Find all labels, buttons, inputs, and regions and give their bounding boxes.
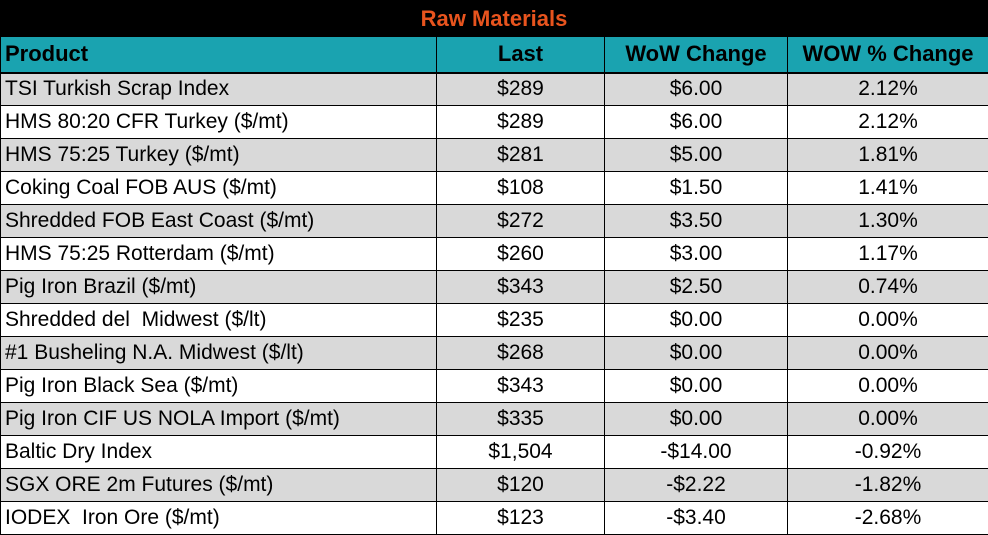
table-title: Raw Materials xyxy=(0,0,988,36)
cell-wow-pct-change: 0.74% xyxy=(787,270,988,304)
cell-wow-change: -$14.00 xyxy=(604,435,788,469)
cell-product: IODEX Iron Ore ($/mt) xyxy=(0,501,437,535)
header-last: Last xyxy=(436,36,605,74)
table-row: Shredded del Midwest ($/lt) $235 $0.00 0… xyxy=(0,303,988,337)
cell-wow-change: $0.00 xyxy=(604,402,788,436)
table-row: HMS 75:25 Rotterdam ($/mt) $260 $3.00 1.… xyxy=(0,237,988,271)
cell-last: $335 xyxy=(436,402,605,436)
cell-product: HMS 75:25 Turkey ($/mt) xyxy=(0,138,437,172)
header-row: Product Last WoW Change WOW % Change xyxy=(0,36,988,74)
cell-wow-change: $0.00 xyxy=(604,369,788,403)
cell-wow-change: $3.50 xyxy=(604,204,788,238)
cell-wow-change: $5.00 xyxy=(604,138,788,172)
cell-wow-pct-change: 2.12% xyxy=(787,105,988,139)
cell-last: $1,504 xyxy=(436,435,605,469)
cell-product: Shredded del Midwest ($/lt) xyxy=(0,303,437,337)
table-row: Baltic Dry Index $1,504 -$14.00 -0.92% xyxy=(0,435,988,469)
cell-product: SGX ORE 2m Futures ($/mt) xyxy=(0,468,437,502)
cell-wow-pct-change: -2.68% xyxy=(787,501,988,535)
cell-last: $268 xyxy=(436,336,605,370)
cell-product: Coking Coal FOB AUS ($/mt) xyxy=(0,171,437,205)
cell-last: $123 xyxy=(436,501,605,535)
table-row: Pig Iron Black Sea ($/mt) $343 $0.00 0.0… xyxy=(0,369,988,403)
cell-last: $281 xyxy=(436,138,605,172)
cell-wow-pct-change: 0.00% xyxy=(787,402,988,436)
cell-wow-change: $6.00 xyxy=(604,72,788,106)
table-row: Pig Iron CIF US NOLA Import ($/mt) $335 … xyxy=(0,402,988,436)
cell-product: Pig Iron Black Sea ($/mt) xyxy=(0,369,437,403)
table-row: TSI Turkish Scrap Index $289 $6.00 2.12% xyxy=(0,72,988,106)
table-row: Coking Coal FOB AUS ($/mt) $108 $1.50 1.… xyxy=(0,171,988,205)
table-row: Pig Iron Brazil ($/mt) $343 $2.50 0.74% xyxy=(0,270,988,304)
cell-product: HMS 75:25 Rotterdam ($/mt) xyxy=(0,237,437,271)
cell-wow-pct-change: 0.00% xyxy=(787,369,988,403)
table-row: Shredded FOB East Coast ($/mt) $272 $3.5… xyxy=(0,204,988,238)
cell-product: Shredded FOB East Coast ($/mt) xyxy=(0,204,437,238)
cell-last: $120 xyxy=(436,468,605,502)
cell-wow-change: $3.00 xyxy=(604,237,788,271)
table-header: Product Last WoW Change WOW % Change xyxy=(0,36,988,74)
cell-product: Pig Iron CIF US NOLA Import ($/mt) xyxy=(0,402,437,436)
cell-wow-change: -$3.40 xyxy=(604,501,788,535)
cell-last: $272 xyxy=(436,204,605,238)
table-row: SGX ORE 2m Futures ($/mt) $120 -$2.22 -1… xyxy=(0,468,988,502)
header-product: Product xyxy=(0,36,437,74)
table-row: #1 Busheling N.A. Midwest ($/lt) $268 $0… xyxy=(0,336,988,370)
cell-last: $108 xyxy=(436,171,605,205)
raw-materials-table: Product Last WoW Change WOW % Change TSI… xyxy=(0,36,988,535)
cell-last: $260 xyxy=(436,237,605,271)
cell-product: TSI Turkish Scrap Index xyxy=(0,72,437,106)
cell-last: $289 xyxy=(436,105,605,139)
header-wow-pct-change: WOW % Change xyxy=(787,36,988,74)
cell-last: $289 xyxy=(436,72,605,106)
cell-wow-change: $0.00 xyxy=(604,336,788,370)
cell-wow-pct-change: 1.41% xyxy=(787,171,988,205)
cell-product: #1 Busheling N.A. Midwest ($/lt) xyxy=(0,336,437,370)
table-body: TSI Turkish Scrap Index $289 $6.00 2.12%… xyxy=(0,72,988,535)
cell-wow-change: $1.50 xyxy=(604,171,788,205)
cell-last: $343 xyxy=(436,369,605,403)
cell-wow-pct-change: 1.30% xyxy=(787,204,988,238)
table-row: HMS 80:20 CFR Turkey ($/mt) $289 $6.00 2… xyxy=(0,105,988,139)
cell-wow-pct-change: 2.12% xyxy=(787,72,988,106)
table-row: IODEX Iron Ore ($/mt) $123 -$3.40 -2.68% xyxy=(0,501,988,535)
table-row: HMS 75:25 Turkey ($/mt) $281 $5.00 1.81% xyxy=(0,138,988,172)
cell-product: Pig Iron Brazil ($/mt) xyxy=(0,270,437,304)
cell-wow-pct-change: 0.00% xyxy=(787,336,988,370)
cell-product: HMS 80:20 CFR Turkey ($/mt) xyxy=(0,105,437,139)
cell-wow-change: $6.00 xyxy=(604,105,788,139)
cell-wow-pct-change: 1.81% xyxy=(787,138,988,172)
header-wow-change: WoW Change xyxy=(604,36,788,74)
cell-wow-pct-change: -0.92% xyxy=(787,435,988,469)
cell-wow-pct-change: -1.82% xyxy=(787,468,988,502)
cell-wow-change: $2.50 xyxy=(604,270,788,304)
cell-wow-change: $0.00 xyxy=(604,303,788,337)
cell-wow-change: -$2.22 xyxy=(604,468,788,502)
cell-last: $343 xyxy=(436,270,605,304)
cell-wow-pct-change: 0.00% xyxy=(787,303,988,337)
cell-last: $235 xyxy=(436,303,605,337)
cell-wow-pct-change: 1.17% xyxy=(787,237,988,271)
cell-product: Baltic Dry Index xyxy=(0,435,437,469)
